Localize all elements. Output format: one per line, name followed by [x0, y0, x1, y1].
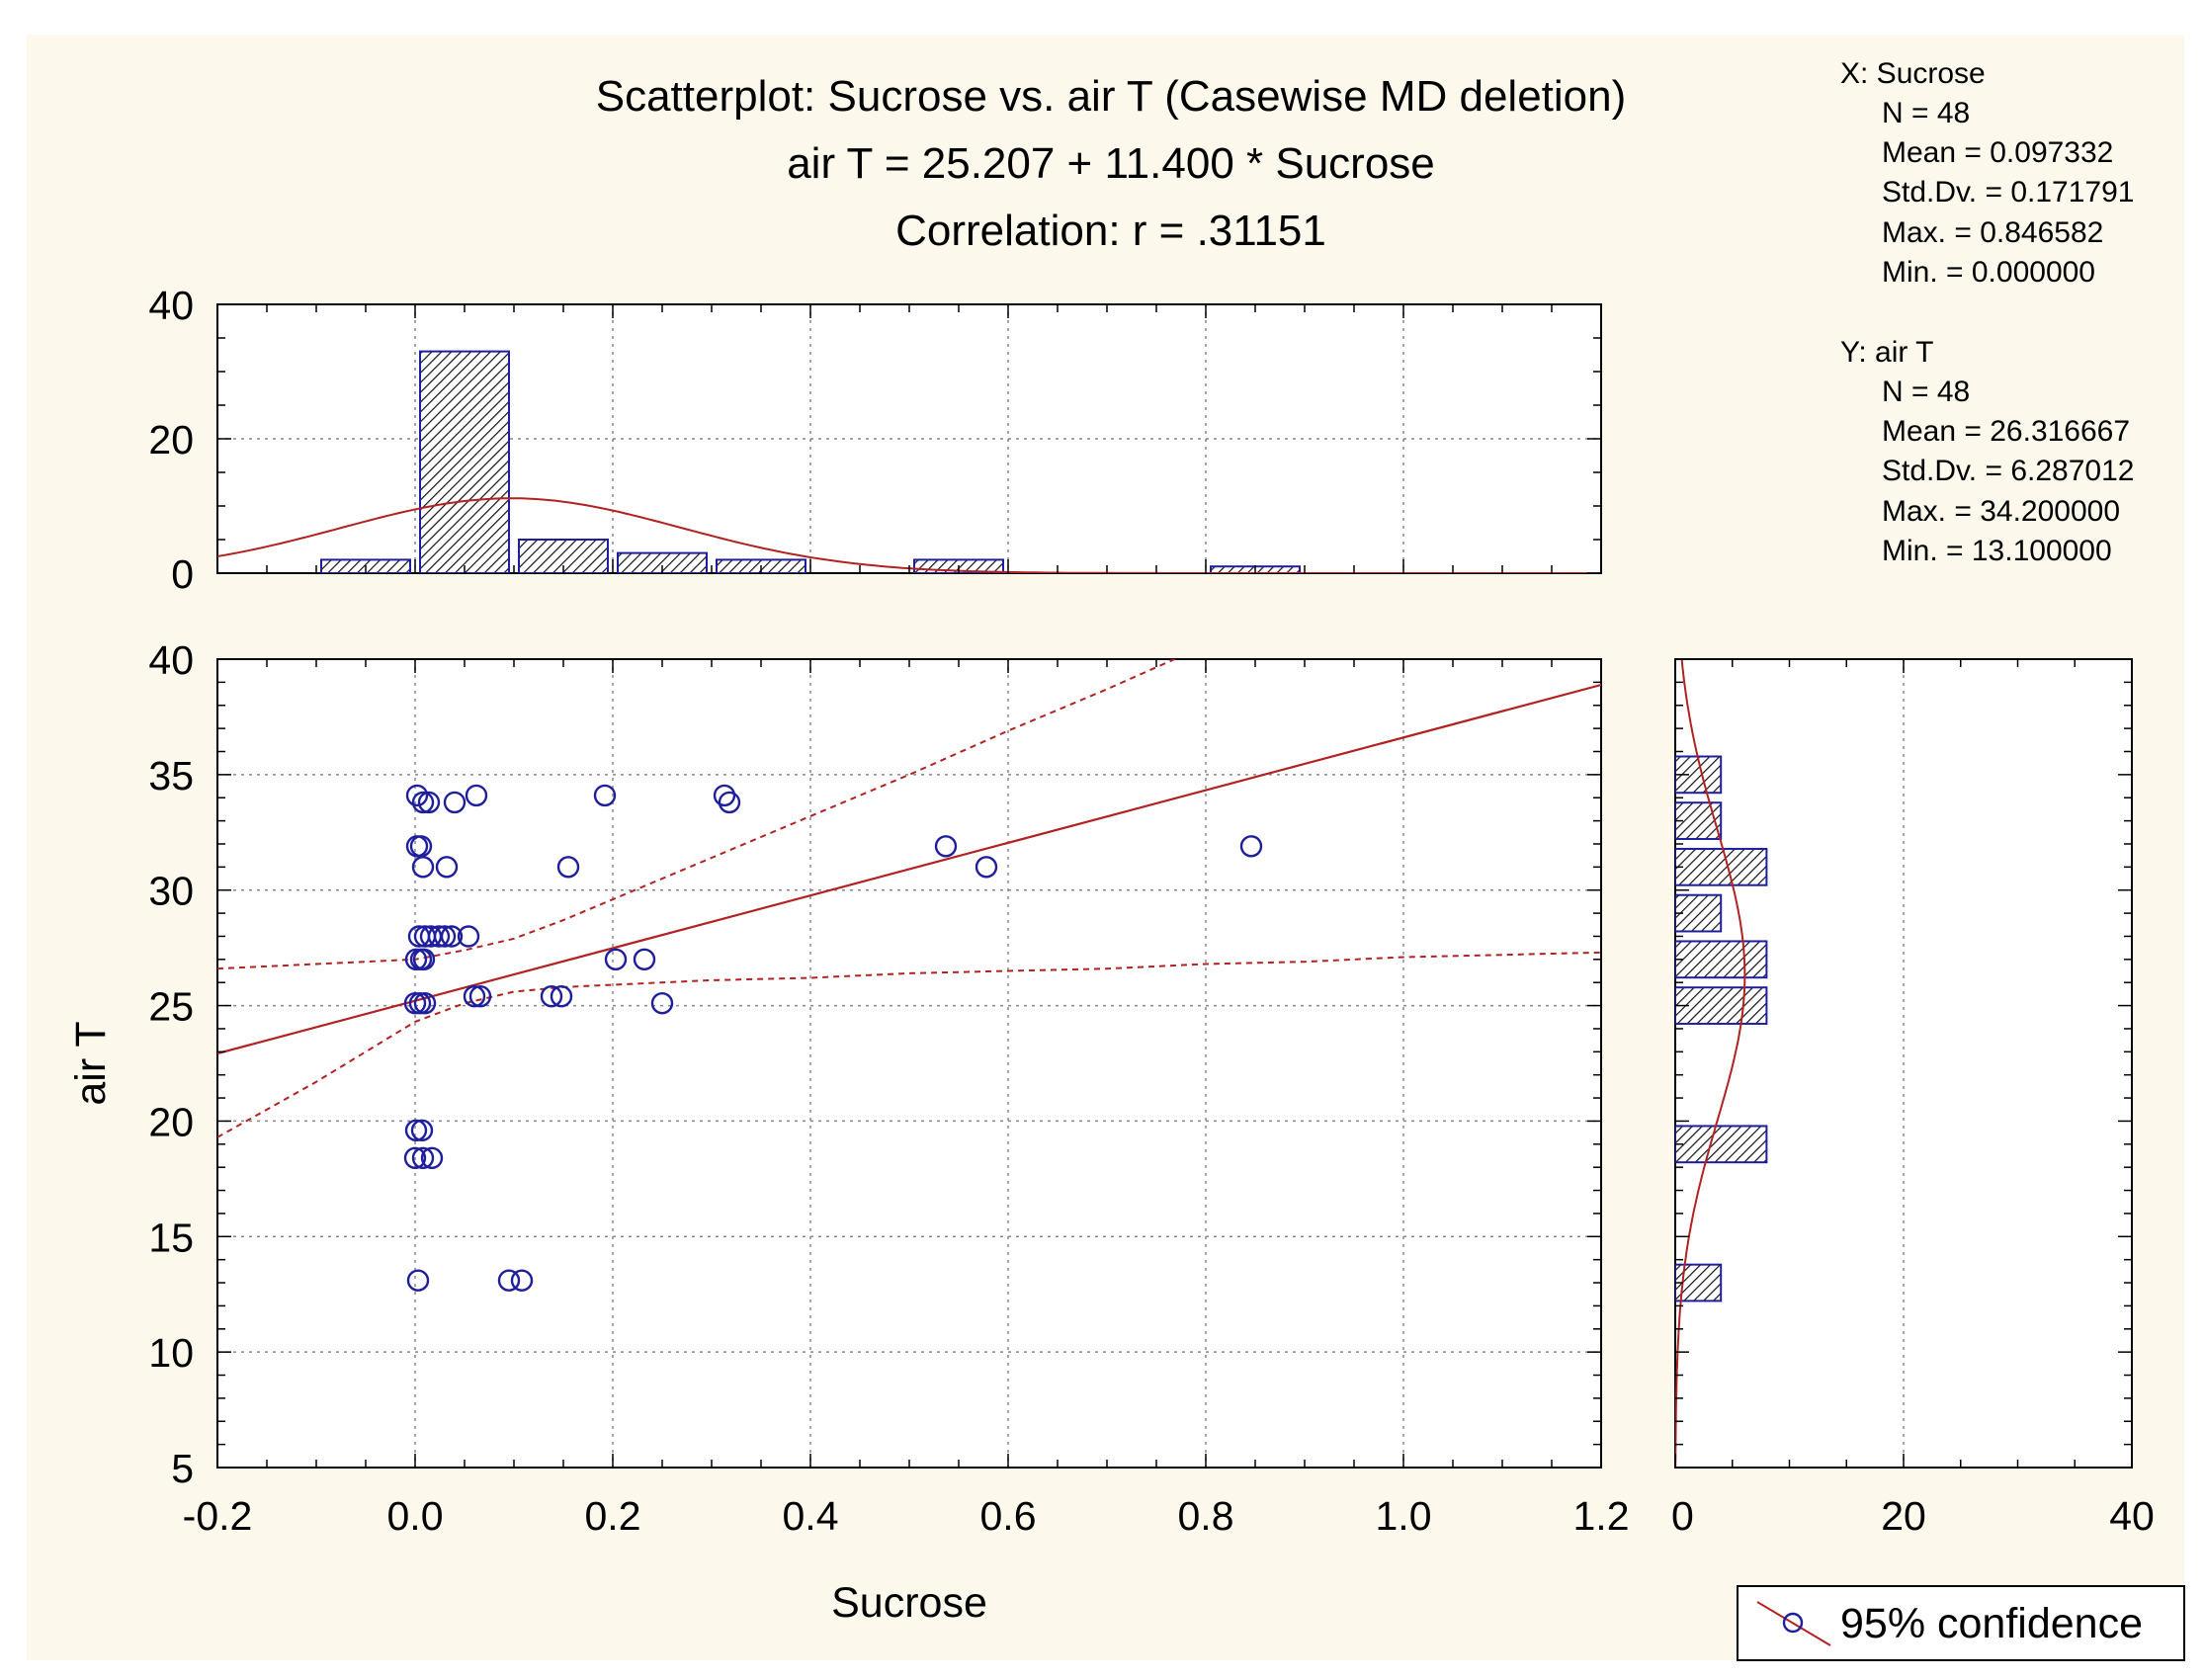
- confidence-band-upper: [217, 659, 1177, 970]
- data-point: [497, 1269, 521, 1292]
- data-point: [412, 948, 436, 970]
- y-tick-label: 30: [148, 869, 194, 914]
- x-tick-label: 0.6: [980, 1493, 1037, 1539]
- x-stats-block: X: Sucrose N = 48 Mean = 0.097332 Std.Dv…: [1840, 57, 2134, 289]
- legend-line-sample: [1756, 1601, 1831, 1646]
- data-point: [413, 992, 437, 1015]
- y-histogram-normal-curve: [1675, 659, 1746, 1468]
- y-axis-label: air T: [67, 1021, 115, 1105]
- scatter-plot-area: [216, 658, 1602, 1469]
- regression-equation: air T = 25.207 + 11.400 * Sucrose: [787, 139, 1435, 188]
- x-tick-label: 0.0: [387, 1493, 444, 1539]
- x-stats-header: X: Sucrose: [1840, 57, 1986, 90]
- data-point: [410, 1119, 434, 1142]
- data-point: [718, 791, 741, 814]
- y-stats-header: Y: air T: [1840, 336, 1933, 369]
- x-stats-sd: Std.Dv. = 0.171791: [1882, 176, 2134, 209]
- y-tick-label: 5: [171, 1446, 194, 1491]
- data-point: [427, 925, 451, 948]
- legend-box: [1737, 1585, 2185, 1661]
- data-point: [650, 992, 674, 1015]
- data-point: [433, 925, 457, 948]
- data-point: [1239, 835, 1263, 858]
- y-stats-block: Y: air T N = 48 Mean = 26.316667 Std.Dv.…: [1840, 336, 2134, 567]
- data-point: [406, 1269, 430, 1292]
- y-stats-min: Min. = 13.100000: [1882, 535, 2112, 567]
- y-stats-sd: Std.Dv. = 6.287012: [1882, 455, 2134, 487]
- x-tick-label: 0.2: [585, 1493, 641, 1539]
- x-stats-min: Min. = 0.000000: [1882, 256, 2095, 289]
- data-point: [411, 1146, 435, 1170]
- y-histogram-bar: [1675, 801, 1723, 840]
- y-tick-label: 15: [148, 1215, 194, 1260]
- x-histogram-bar: [419, 350, 510, 573]
- y-histogram-bar: [1675, 847, 1768, 886]
- data-points: [403, 784, 1263, 1292]
- y-histogram-bar: [1675, 940, 1768, 979]
- top-y-tick-label: 20: [148, 417, 194, 462]
- data-point: [510, 1269, 534, 1292]
- legend-marker: [1782, 1612, 1804, 1634]
- y-stats-max: Max. = 34.200000: [1882, 495, 2120, 528]
- right-x-tick-label: 20: [1881, 1493, 1926, 1539]
- data-point: [556, 856, 580, 879]
- data-point: [403, 1146, 427, 1170]
- data-point: [404, 1119, 428, 1142]
- y-stats-n: N = 48: [1882, 376, 1970, 408]
- y-histogram-bar: [1675, 1125, 1768, 1164]
- data-point: [463, 985, 486, 1008]
- top-y-tick-label: 0: [171, 551, 194, 597]
- data-point: [443, 791, 466, 814]
- gridlines: [217, 304, 1905, 1468]
- x-tick-label: 1.0: [1376, 1493, 1432, 1539]
- y-tick-label: 40: [148, 637, 194, 683]
- x-tick-label: 0.8: [1178, 1493, 1234, 1539]
- confidence-band-lower: [217, 951, 1601, 1138]
- data-point: [593, 784, 617, 807]
- data-point: [550, 985, 573, 1008]
- data-point: [411, 856, 435, 879]
- top-y-tick-label: 40: [148, 283, 194, 328]
- data-point: [411, 791, 435, 814]
- data-point: [405, 784, 429, 807]
- x-stats-mean: Mean = 0.097332: [1882, 136, 2113, 169]
- data-point: [975, 856, 998, 879]
- y-tick-label: 25: [148, 984, 194, 1030]
- x-tick-label: 0.4: [783, 1493, 839, 1539]
- data-point: [633, 948, 656, 970]
- x-stats-max: Max. = 0.846582: [1882, 216, 2103, 249]
- data-point: [468, 985, 492, 1008]
- y-tick-label: 35: [148, 753, 194, 798]
- y-stats-mean: Mean = 26.316667: [1882, 415, 2130, 448]
- y-tick-label: 20: [148, 1099, 194, 1144]
- legend-label: 95% confidence: [1840, 1600, 2143, 1647]
- data-point: [465, 784, 488, 807]
- data-point: [457, 925, 480, 948]
- data-point: [417, 791, 441, 814]
- data-point: [934, 835, 958, 858]
- data-point: [540, 985, 563, 1008]
- chart-title: Scatterplot: Sucrose vs. air T (Casewise…: [596, 72, 1627, 121]
- x-tick-label: 1.2: [1573, 1493, 1630, 1539]
- tick-labels: -0.2 0.0 0.2 0.4 0.6 0.8 1.0 1.2 5 10 15 20 25 30 35 40…: [148, 283, 2154, 1539]
- data-point: [604, 948, 628, 970]
- correlation-label: Correlation: r = .31151: [895, 207, 1326, 255]
- tick-marks: [216, 303, 2133, 1469]
- regression-line: [217, 683, 1601, 1055]
- data-point: [440, 925, 464, 948]
- y-histogram-bar: [1675, 986, 1768, 1025]
- right-x-tick-label: 40: [2109, 1493, 2155, 1539]
- data-point: [435, 856, 459, 879]
- right-x-tick-label: 0: [1671, 1493, 1694, 1539]
- regression-lines: [217, 659, 1601, 1138]
- x-stats-n: N = 48: [1882, 97, 1970, 129]
- data-point: [713, 784, 736, 807]
- x-tick-label: -0.2: [183, 1493, 253, 1539]
- x-axis-label: Sucrose: [831, 1579, 987, 1627]
- data-point: [420, 1146, 444, 1170]
- legend: 95% confidence: [1737, 1585, 2185, 1661]
- y-tick-label: 10: [148, 1330, 194, 1376]
